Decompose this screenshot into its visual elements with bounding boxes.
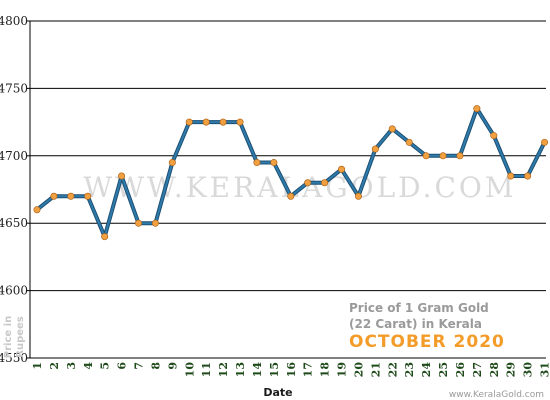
y-tick-label-4650: 4650 [0,216,28,230]
x-tick-label-20: 20 [352,362,365,378]
data-point-23 [405,138,413,146]
data-point-19 [338,165,346,173]
x-tick-label-1: 1 [31,362,44,370]
grid-layer [30,20,546,359]
x-tick-label-13: 13 [234,362,247,377]
data-point-4 [84,192,92,200]
y-tick-label-4750: 4750 [0,81,28,95]
x-tick-labels: 1 2 3 4 5 6 7 8 9 10 11 12 13 14 15 16 17 18 19 20 21 22 23 24 2… [31,362,550,378]
y-axis-label-line2: Rupees [15,316,26,358]
watermark-text: WWW.KERALAGOLD.COM [83,171,516,204]
x-tick-label-10: 10 [183,362,196,378]
data-point-27 [473,105,481,113]
data-point-7 [135,219,143,227]
data-point-25 [439,152,447,160]
data-point-20 [354,192,362,200]
x-tick-label-9: 9 [166,362,179,370]
x-tick-label-31: 31 [539,362,550,377]
data-point-26 [456,152,464,160]
y-tick-label-4700: 4700 [0,149,28,163]
x-tick-label-25: 25 [437,362,450,377]
x-tick-label-8: 8 [149,362,162,370]
x-tick-label-30: 30 [522,362,535,378]
x-tick-label-29: 29 [505,362,518,377]
data-point-8 [151,219,159,227]
data-point-29 [507,172,515,180]
data-point-15 [270,159,278,167]
y-tick-label-4550: 4550 [0,351,28,365]
data-point-21 [371,145,379,153]
x-tick-label-22: 22 [386,362,399,377]
data-point-22 [388,125,396,133]
y-axis-label-line1: Price in [3,316,14,358]
data-point-16 [287,192,295,200]
data-point-2 [50,192,58,200]
data-point-31 [541,138,549,146]
x-tick-label-24: 24 [420,362,433,378]
x-tick-label-15: 15 [268,362,281,377]
y-tick-labels: 4550 4600 4650 4700 4750 4800 [0,14,28,365]
info-box: Price of 1 Gram Gold (22 Carat) in Keral… [349,301,505,352]
data-point-28 [490,132,498,140]
data-point-14 [253,159,261,167]
x-tick-label-11: 11 [200,362,213,377]
data-point-3 [67,192,75,200]
axis-layer [26,20,31,359]
data-point-6 [118,172,126,180]
data-point-10 [185,118,193,126]
data-point-13 [236,118,244,126]
data-point-9 [168,159,176,167]
site-url: www.KeralaGold.com [449,390,544,400]
data-point-11 [202,118,210,126]
x-tick-label-21: 21 [369,362,382,377]
x-tick-label-19: 19 [336,362,349,377]
x-tick-label-5: 5 [99,362,112,370]
x-tick-label-14: 14 [251,362,264,378]
series-layer [33,105,549,241]
x-tick-label-26: 26 [454,362,467,378]
x-tick-label-3: 3 [65,362,78,370]
data-point-1 [33,206,41,214]
x-tick-label-28: 28 [488,362,501,378]
data-point-17 [304,179,312,187]
info-line-2: (22 Carat) in Kerala [349,317,482,331]
data-point-30 [524,172,532,180]
x-tick-label-16: 16 [285,362,298,378]
info-month-year: OCTOBER 2020 [349,332,505,352]
x-axis-label: Date [263,386,292,399]
y-axis-label: Price in Rupees [3,316,26,358]
x-tick-label-2: 2 [48,362,61,370]
y-tick-label-4600: 4600 [0,284,28,298]
data-point-5 [101,233,109,241]
y-tick-label-4800: 4800 [0,14,28,28]
data-point-12 [219,118,227,126]
x-tick-label-12: 12 [217,362,230,377]
x-tick-label-17: 17 [302,362,315,377]
x-tick-label-23: 23 [403,362,416,377]
data-point-18 [321,179,329,187]
data-point-24 [422,152,430,160]
x-tick-label-18: 18 [319,362,332,378]
x-tick-label-6: 6 [116,362,129,370]
x-tick-label-4: 4 [82,362,95,370]
x-tick-label-7: 7 [133,362,146,370]
x-tick-label-27: 27 [471,362,484,377]
info-line-1: Price of 1 Gram Gold [349,301,489,315]
